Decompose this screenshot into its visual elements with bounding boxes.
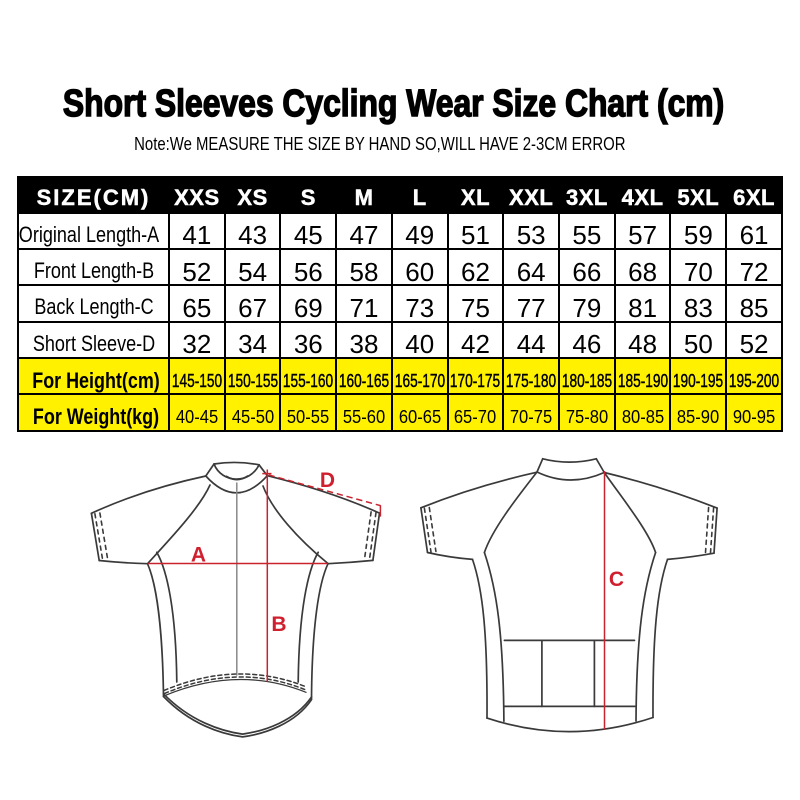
svg-text:D: D bbox=[320, 469, 335, 492]
svg-text:B: B bbox=[271, 613, 286, 636]
svg-text:A: A bbox=[191, 544, 206, 567]
svg-text:C: C bbox=[609, 568, 624, 591]
